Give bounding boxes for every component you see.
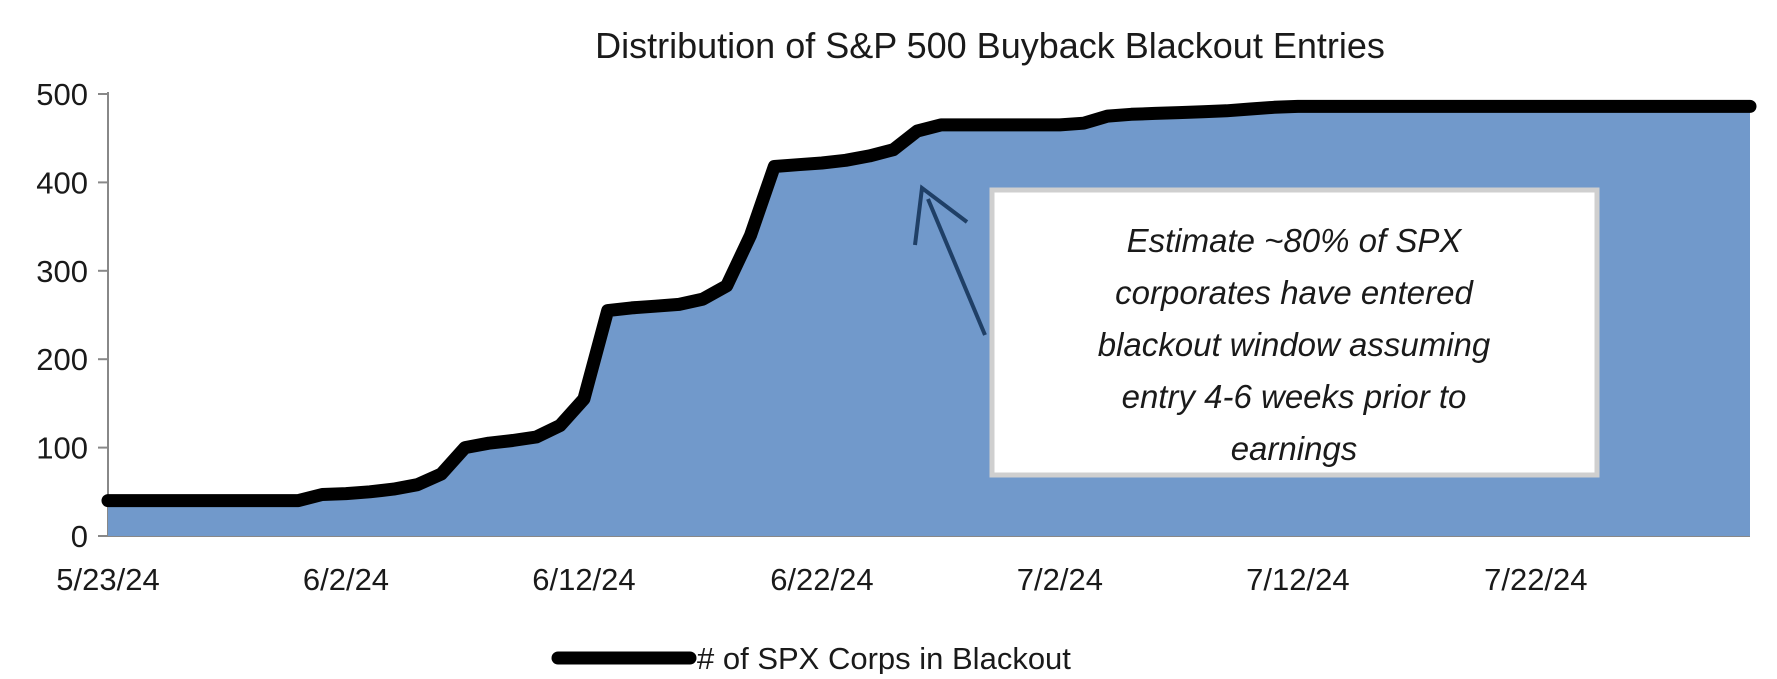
legend-label: # of SPX Corps in Blackout bbox=[697, 641, 1071, 674]
annotation: Estimate ~80% of SPX corporates have ente… bbox=[913, 184, 1600, 478]
annotation-line: corporates have entered bbox=[1115, 274, 1474, 311]
x-tick-label: 6/22/24 bbox=[770, 562, 873, 597]
annotation-arrow-shaft bbox=[926, 198, 987, 336]
annotation-line: Estimate ~80% of SPX bbox=[1127, 222, 1464, 259]
annotation-arrow bbox=[913, 184, 987, 336]
annotation-box bbox=[989, 187, 1600, 478]
annotation-line: entry 4-6 weeks prior to bbox=[1122, 378, 1467, 415]
y-tick-label: 500 bbox=[36, 77, 88, 112]
y-tick-label: 0 bbox=[71, 519, 88, 554]
annotation-text: Estimate ~80% of SPX corporates have ente… bbox=[1098, 222, 1491, 467]
x-tick-label: 7/2/24 bbox=[1017, 562, 1103, 597]
y-axis: 0 100 200 300 400 500 bbox=[36, 77, 109, 554]
chart-title: Distribution of S&P 500 Buyback Blackout… bbox=[595, 25, 1385, 66]
annotation-arrow-head bbox=[913, 184, 969, 246]
x-axis: 5/23/24 6/2/24 6/12/24 6/22/24 7/2/24 7/12/24… bbox=[56, 527, 1750, 597]
x-tick-label: 7/22/24 bbox=[1484, 562, 1587, 597]
series-line bbox=[101, 99, 1757, 508]
x-tick-label: 6/12/24 bbox=[532, 562, 635, 597]
x-tick-label: 6/2/24 bbox=[303, 562, 389, 597]
annotation-line: blackout window assuming bbox=[1098, 326, 1491, 363]
y-tick-label: 100 bbox=[36, 431, 88, 466]
x-tick-label: 5/23/24 bbox=[56, 562, 159, 597]
y-tick-label: 300 bbox=[36, 254, 88, 289]
y-tick-label: 200 bbox=[36, 342, 88, 377]
legend: # of SPX Corps in Blackout bbox=[551, 641, 1071, 676]
x-tick-label: 7/12/24 bbox=[1246, 562, 1349, 597]
annotation-line: earnings bbox=[1231, 430, 1358, 467]
y-tick-label: 400 bbox=[36, 165, 88, 200]
